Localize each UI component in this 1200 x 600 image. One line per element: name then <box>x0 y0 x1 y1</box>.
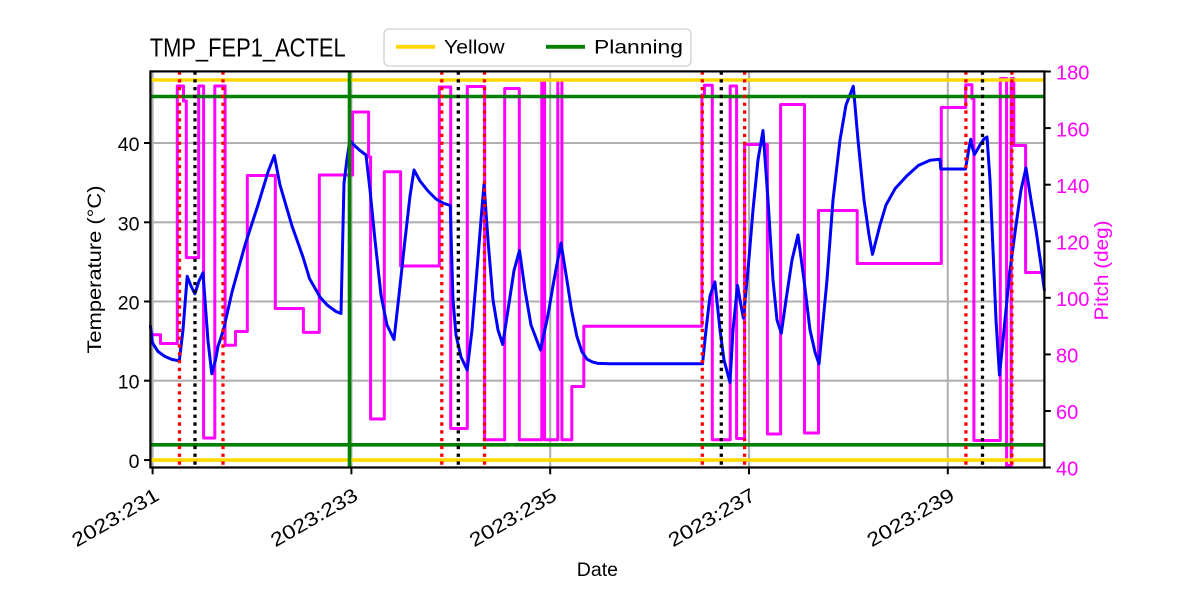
svg-text:100: 100 <box>1056 289 1089 311</box>
svg-text:30: 30 <box>118 213 140 235</box>
svg-text:180: 180 <box>1056 63 1089 85</box>
svg-text:160: 160 <box>1056 119 1089 141</box>
svg-text:40: 40 <box>1056 459 1078 481</box>
svg-text:Planning: Planning <box>594 37 683 59</box>
svg-text:40: 40 <box>118 134 140 156</box>
svg-text:80: 80 <box>1056 346 1078 368</box>
svg-text:20: 20 <box>118 293 140 315</box>
svg-text:Temperature (°C): Temperature (°C) <box>84 186 106 354</box>
svg-text:0: 0 <box>129 451 140 473</box>
svg-text:TMP_FEP1_ACTEL: TMP_FEP1_ACTEL <box>150 33 346 63</box>
svg-text:60: 60 <box>1056 402 1078 424</box>
svg-text:10: 10 <box>118 372 140 394</box>
svg-text:Yellow: Yellow <box>444 37 505 59</box>
svg-text:Pitch (deg): Pitch (deg) <box>1091 221 1113 321</box>
svg-text:140: 140 <box>1056 176 1089 198</box>
svg-text:120: 120 <box>1056 233 1089 255</box>
svg-text:Date: Date <box>577 559 618 581</box>
